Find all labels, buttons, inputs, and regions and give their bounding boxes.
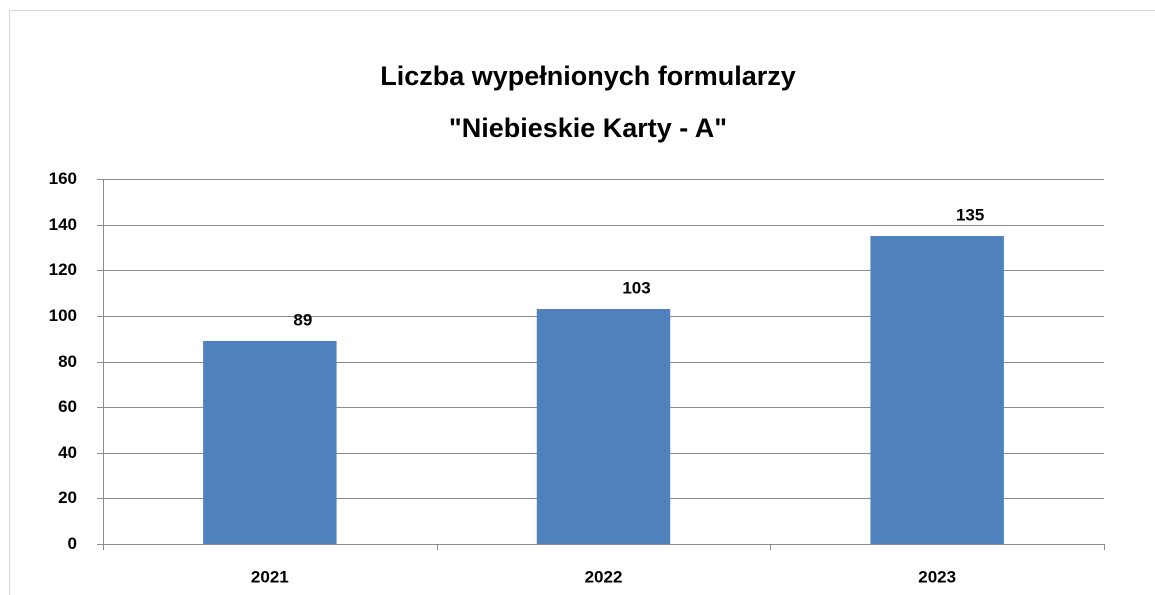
y-tick-label: 0 [68,534,77,553]
y-tick-label: 100 [49,306,77,325]
y-tick-label: 140 [49,215,77,234]
bar [203,340,337,544]
y-tick-label: 160 [49,169,77,188]
data-label: 135 [956,206,984,225]
y-tick-label: 80 [58,352,77,371]
x-tick-label: 2022 [585,567,623,586]
bar [536,309,671,544]
chart-title: "Niebieskie Karty - A" [449,113,727,143]
data-label: 103 [622,279,650,298]
x-tick-label: 2021 [251,567,289,586]
data-label: 89 [293,310,312,329]
y-tick-label: 20 [58,488,77,507]
x-tick-label: 2023 [918,567,956,586]
y-tick-label: 120 [49,260,77,279]
y-tick-label: 40 [58,443,77,462]
chart-title: Liczba wypełnionych formularzy [380,61,796,91]
bar [870,236,1004,544]
y-tick-label: 60 [58,397,77,416]
